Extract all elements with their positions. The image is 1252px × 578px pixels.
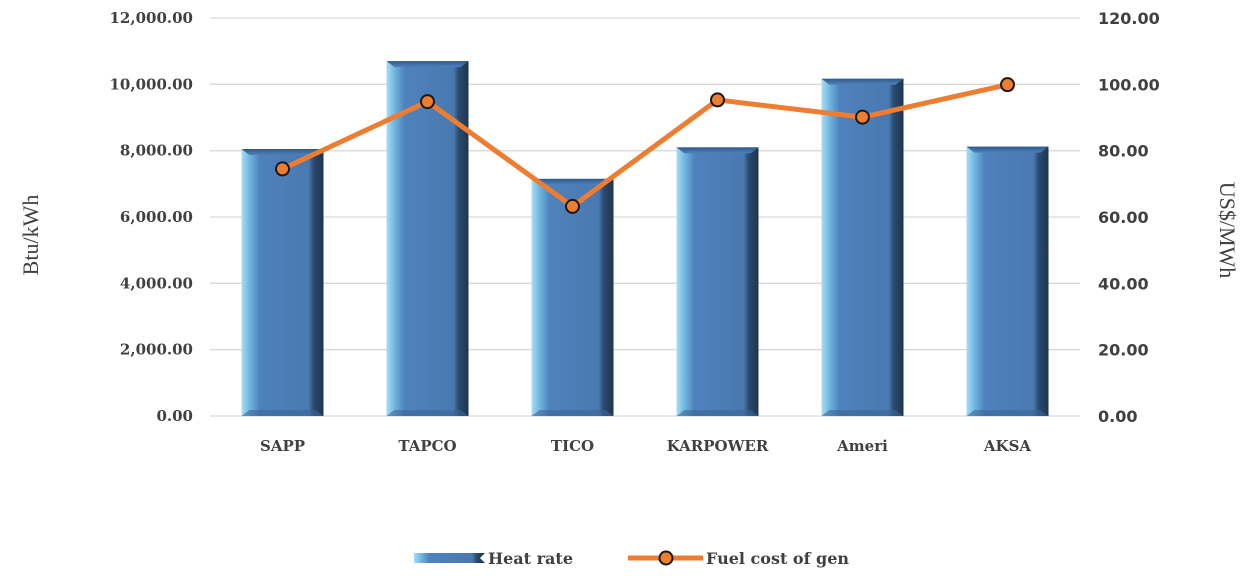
left-tick-label: 12,000.00	[109, 9, 193, 27]
fuel-cost-point	[1000, 77, 1015, 93]
bar-bevel-bottom	[821, 410, 904, 416]
bar-bevel-top	[241, 149, 324, 156]
bar-bevel-bottom	[531, 410, 614, 416]
fuel-cost-point	[275, 161, 290, 177]
bar	[676, 147, 759, 416]
right-tick-label: 0.00	[1098, 407, 1137, 426]
category-labels: SAPP TAPCO TICO KARPOWER Ameri AKSA	[260, 437, 1031, 455]
bar-bevel-top	[531, 178, 614, 185]
bar-bevel-bottom	[386, 410, 469, 416]
right-tick-label: 60.00	[1098, 208, 1149, 227]
bar-series	[241, 61, 1049, 417]
category-label: TAPCO	[398, 437, 456, 455]
bar	[241, 149, 324, 416]
left-tick-label: 4,000.00	[120, 274, 193, 292]
bar-body	[821, 78, 904, 416]
category-label: AKSA	[983, 437, 1032, 455]
bar-body	[531, 178, 614, 416]
legend-label-fuel-cost: Fuel cost of gen	[706, 549, 849, 568]
legend: Heat rate Fuel cost of gen	[414, 549, 849, 568]
category-label: SAPP	[260, 437, 305, 455]
fuel-cost-point	[710, 92, 725, 108]
bar	[531, 178, 614, 416]
bar-bevel-top	[966, 146, 1049, 153]
bar-bevel-bottom	[241, 410, 324, 416]
line-series	[275, 77, 1015, 214]
bar-body	[676, 147, 759, 416]
left-tick-label: 6,000.00	[120, 208, 193, 226]
category-label: KARPOWER	[667, 437, 769, 455]
right-tick-label: 20.00	[1098, 341, 1149, 360]
left-tick-label: 0.00	[156, 407, 193, 425]
left-axis-ticks: 0.00 2,000.00 4,000.00 6,000.00 8,000.00 10,0…	[109, 9, 193, 425]
bar-body	[241, 149, 324, 416]
legend-label-heat-rate: Heat rate	[488, 549, 573, 568]
bar-bevel-top	[821, 78, 904, 85]
fuel-cost-point	[565, 198, 580, 214]
bar-bevel-top	[676, 147, 759, 154]
right-tick-label: 100.00	[1098, 75, 1160, 94]
fuel-cost-line	[281, 82, 1009, 209]
right-tick-label: 120.00	[1098, 9, 1160, 28]
bar-body	[966, 146, 1049, 417]
right-axis-ticks: 0.00 20.00 40.00 60.00 80.00 100.00 120.00	[1098, 9, 1160, 426]
legend-bar-swatch	[414, 553, 485, 563]
left-tick-label: 2,000.00	[120, 341, 193, 359]
legend-item-fuel-cost: Fuel cost of gen	[628, 549, 849, 568]
left-tick-label: 10,000.00	[109, 75, 193, 93]
fuel-cost-point	[855, 109, 870, 125]
left-axis-title: Btu/kWh	[18, 195, 43, 276]
left-tick-label: 8,000.00	[120, 142, 193, 160]
gridlines	[210, 17, 1080, 417]
right-axis-title: US$/MWh	[1215, 182, 1240, 279]
bar	[821, 78, 904, 416]
legend-item-heat-rate: Heat rate	[414, 549, 573, 568]
right-tick-label: 40.00	[1098, 274, 1149, 293]
bar-bevel-top	[386, 61, 469, 68]
bar-bevel-bottom	[676, 410, 759, 416]
right-tick-label: 80.00	[1098, 142, 1149, 161]
bar-bevel-bottom	[966, 410, 1049, 416]
bar	[966, 146, 1049, 417]
legend-marker	[658, 550, 674, 566]
category-label: TICO	[551, 437, 594, 455]
category-label: Ameri	[836, 437, 888, 455]
fuel-cost-point	[420, 94, 435, 110]
